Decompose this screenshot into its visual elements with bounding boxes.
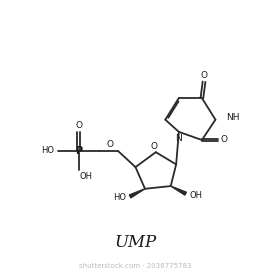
Text: O: O xyxy=(151,142,158,151)
Text: O: O xyxy=(76,122,83,130)
Text: NH: NH xyxy=(226,113,239,122)
Text: O: O xyxy=(201,71,208,80)
Text: OH: OH xyxy=(80,172,93,181)
Text: P: P xyxy=(75,146,82,156)
Text: HO: HO xyxy=(113,193,126,202)
Text: UMP: UMP xyxy=(114,234,157,251)
Text: O: O xyxy=(106,140,113,149)
Text: N: N xyxy=(176,134,182,143)
Text: O: O xyxy=(221,136,228,144)
Text: HO: HO xyxy=(41,146,54,155)
Text: OH: OH xyxy=(190,190,203,200)
Polygon shape xyxy=(129,189,145,198)
Text: shutterstock.com · 2038775783: shutterstock.com · 2038775783 xyxy=(79,263,192,269)
Polygon shape xyxy=(171,186,186,195)
